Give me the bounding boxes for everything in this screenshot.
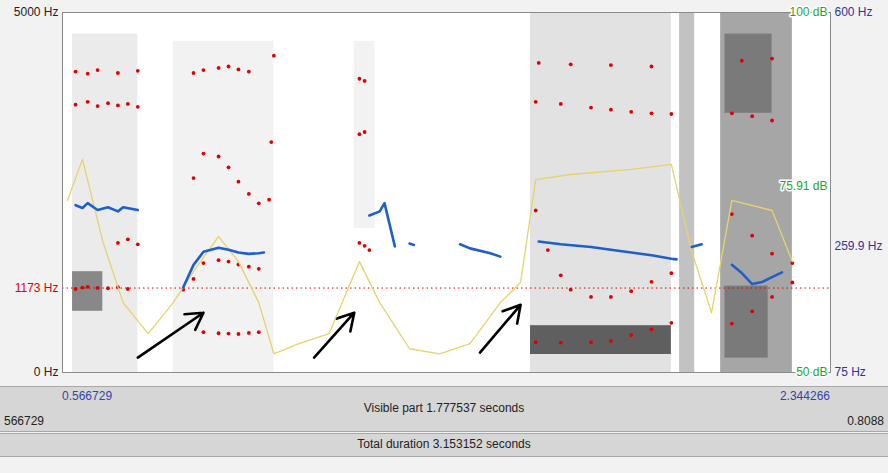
svg-text:600 Hz: 600 Hz — [835, 5, 873, 19]
svg-text:1173 Hz: 1173 Hz — [15, 281, 59, 295]
html-text:566729: 566729 — [4, 414, 44, 428]
svg-text:0 Hz: 0 Hz — [34, 365, 59, 379]
html-text:0.566729: 0.566729 — [62, 389, 113, 403]
html-text:Visible part 1.777537 seconds: Visible part 1.777537 seconds — [363, 401, 525, 415]
svg-text:50 dB: 50 dB — [796, 365, 827, 379]
svg-text:100 dB: 100 dB — [789, 5, 827, 19]
svg-text:5000 Hz: 5000 Hz — [14, 5, 59, 19]
html-text:0.8088: 0.8088 — [847, 414, 884, 428]
svg-text:259.9 Hz: 259.9 Hz — [835, 239, 883, 253]
svg-text:75.91 dB: 75.91 dB — [779, 179, 827, 193]
svg-text:75 Hz: 75 Hz — [835, 365, 866, 379]
html-text:2.344266: 2.344266 — [779, 389, 830, 403]
html-text:Total duration 3.153152 second: Total duration 3.153152 seconds — [357, 437, 531, 451]
